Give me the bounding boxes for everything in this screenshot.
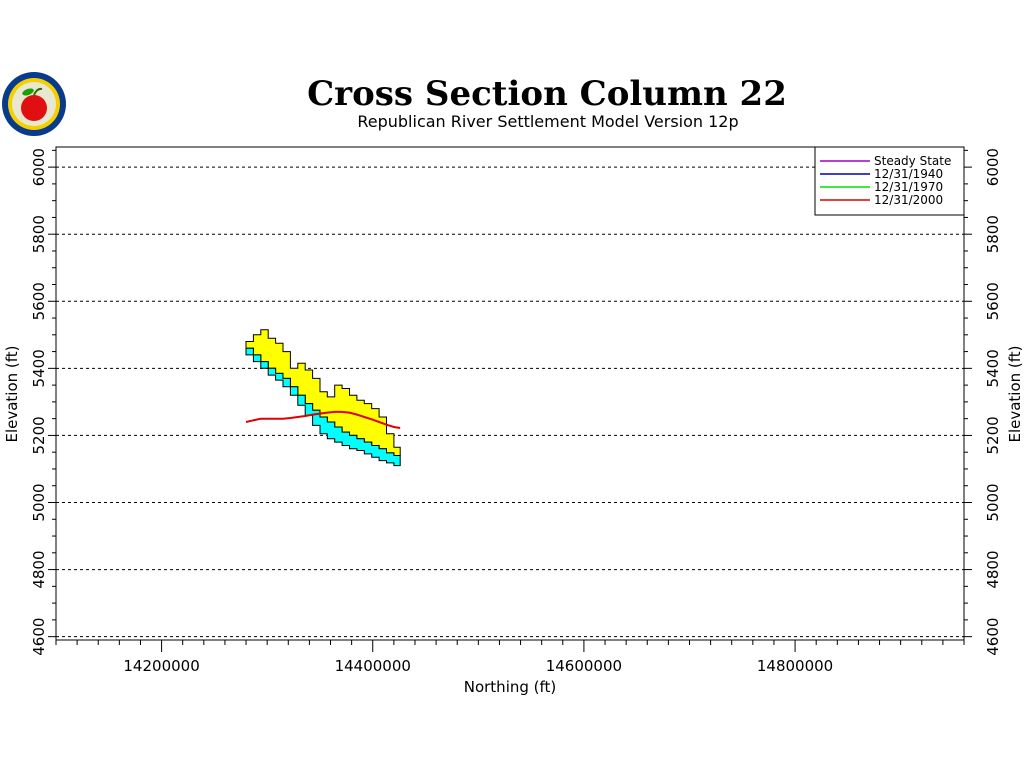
layer-2-area [245, 347, 401, 467]
y-tick-label-right: 5200 [984, 416, 1002, 454]
series-line-2000 [245, 410, 401, 429]
apple-icon [21, 95, 47, 121]
legend-label: 12/31/1940 [874, 167, 943, 181]
y-tick-label-left: 4600 [30, 618, 48, 656]
y-tick-label-left: 5600 [30, 282, 48, 320]
head-series [245, 410, 401, 429]
y-axis-label-left: Elevation (ft) [3, 345, 21, 442]
y-tick-label-right: 5000 [984, 483, 1002, 521]
y-tick-label-left: 5400 [30, 349, 48, 387]
x-tick-label-14600000: 14600000 [546, 657, 622, 675]
x-tick-label-14800000: 14800000 [757, 657, 833, 675]
legend-label: Steady State [874, 154, 951, 168]
y-axis-label-right: Elevation (ft) [1006, 345, 1024, 442]
chart-title: Cross Section Column 22 [307, 74, 787, 114]
y-tick-label-right: 5400 [984, 349, 1002, 387]
y-tick-label-left: 5200 [30, 416, 48, 454]
plot-frame [55, 146, 965, 641]
y-tick-label-right: 6000 [984, 148, 1002, 186]
y-tick-label-left: 4800 [30, 550, 48, 588]
y-tick-label-left: 5800 [30, 215, 48, 253]
x-axis-label: Northing (ft) [464, 678, 557, 696]
y-tick-label-right: 5800 [984, 215, 1002, 253]
y-tick-label-right: 5600 [984, 282, 1002, 320]
y-tick-label-right: 4800 [984, 550, 1002, 588]
y-tick-label-right: 4600 [984, 618, 1002, 656]
y-tick-label-left: 6000 [30, 148, 48, 186]
grid-lines [56, 166, 964, 638]
legend-label: 12/31/2000 [874, 193, 943, 207]
aquifer-layers [245, 329, 401, 467]
legend-label: 12/31/1970 [874, 180, 943, 194]
x-tick-label-14400000: 14400000 [335, 657, 411, 675]
y-axis-ticks: 4600 4600 4800 4800 5000 5000 5200 5200 5400 5400… [30, 148, 1002, 656]
y-tick-label-left: 5000 [30, 483, 48, 521]
chart-subtitle: Republican River Settlement Model Versio… [357, 112, 738, 131]
x-axis-ticks: 14200000 14400000 14600000 14800000 [55, 640, 965, 675]
layer-1-area [245, 329, 401, 456]
legend: Steady State12/31/194012/31/197012/31/20… [814, 146, 965, 216]
logo-seal [2, 72, 66, 136]
legend-box [814, 146, 965, 216]
x-tick-label-14200000: 14200000 [123, 657, 199, 675]
